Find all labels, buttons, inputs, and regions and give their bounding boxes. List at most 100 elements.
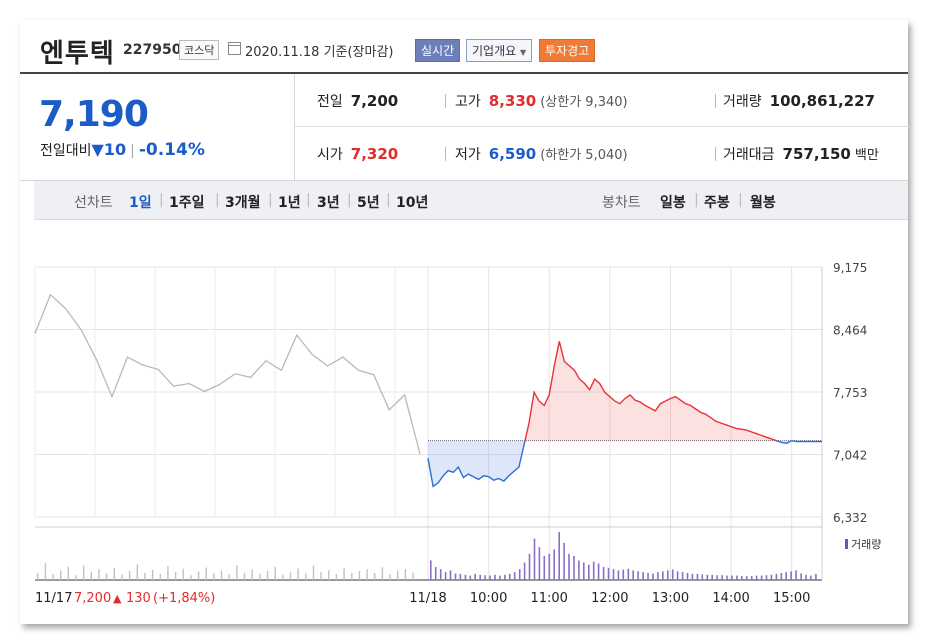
volume-bar-today <box>810 575 812 580</box>
volume-bar-today <box>528 553 531 580</box>
period-3m[interactable]: 3개월 <box>225 195 261 211</box>
volume-bar-today <box>716 575 718 580</box>
low-label: 저가 <box>455 147 481 163</box>
diff-percent: -0.14% <box>138 140 205 160</box>
high-price: 고가 8,330 (상한가 9,340) <box>455 91 628 111</box>
volume-bar-today <box>597 563 600 580</box>
volume-bar-today <box>558 532 560 580</box>
lower-limit: (하한가 5,040) <box>540 148 628 163</box>
volume-bar-prev <box>205 567 207 580</box>
volume-bar-prev <box>297 568 299 580</box>
volume-bar-prev <box>151 569 154 580</box>
volume-bar-today <box>430 560 432 580</box>
company-overview-button[interactable]: 기업개요 ▼ <box>466 39 533 62</box>
x-tick-label: 10:00 <box>470 591 507 606</box>
prev-close: 전일 7,200 <box>317 91 398 111</box>
trade-amount: 거래대금 757,150 백만 <box>723 144 879 164</box>
volume-bar-today <box>513 572 516 580</box>
company-overview-label: 기업개요 <box>472 44 517 58</box>
volume-bar-prev <box>98 569 100 580</box>
volume-bar-today <box>622 569 625 580</box>
volume-bar-today <box>449 570 452 580</box>
high-label: 고가 <box>455 94 481 110</box>
volume-bar-prev <box>397 570 399 580</box>
volume-bar-today <box>745 576 748 580</box>
volume-bar-prev <box>274 566 276 580</box>
period-separator: | <box>738 192 743 208</box>
open-label: 시가 <box>317 147 343 163</box>
realtime-button[interactable]: 실시간 <box>415 39 461 62</box>
volume-bar-prev <box>243 572 246 580</box>
amount-value: 757,150 <box>782 145 851 163</box>
period-separator: | <box>347 192 352 208</box>
volume-bar-today <box>795 570 797 580</box>
volume-bar-today <box>607 567 610 580</box>
y-tick-label: 6,332 <box>833 511 867 525</box>
volume-bar-prev <box>343 568 345 580</box>
volume-bar-today <box>760 575 763 580</box>
volume-legend-swatch <box>845 539 848 549</box>
volume-bar-prev <box>52 574 54 580</box>
volume-bar-prev <box>174 572 177 580</box>
period-separator: | <box>694 192 699 208</box>
volume-bar-prev <box>389 574 391 580</box>
volume: 거래량 100,861,227 <box>723 91 875 111</box>
volume-bar-today <box>563 542 565 580</box>
period-1y[interactable]: 1년 <box>278 195 301 211</box>
candle-monthly[interactable]: 월봉 <box>750 195 776 211</box>
candle-daily[interactable]: 일봉 <box>660 195 686 211</box>
volume-bar-prev <box>320 572 322 580</box>
volume-bar-today <box>504 574 506 580</box>
period-5y[interactable]: 5년 <box>357 195 380 211</box>
period-1d[interactable]: 1일 <box>129 195 152 211</box>
period-10y[interactable]: 10년 <box>396 195 429 211</box>
volume-bar-prev <box>182 568 184 580</box>
price-line-down <box>791 440 822 443</box>
volume-bar-prev <box>197 571 200 580</box>
volume-bar-prev <box>358 571 361 580</box>
open-price: 시가 7,320 <box>317 144 398 164</box>
period-1w[interactable]: 1주일 <box>169 195 205 211</box>
volume-bar-today <box>474 573 476 580</box>
volume-bar-prev <box>121 574 123 580</box>
volume-bar-prev <box>374 573 376 580</box>
volume-bar-prev <box>144 572 146 580</box>
volume-bar-prev <box>305 573 307 580</box>
diff-value: 10 <box>103 140 127 159</box>
volume-bar-today <box>671 569 674 580</box>
volume-bar-today <box>499 575 501 580</box>
down-arrow-icon: ▼ <box>91 140 104 159</box>
prev-day-change-pct: (+1,84%) <box>153 591 215 606</box>
volume-bar-today <box>815 573 817 580</box>
volume-bar-today <box>696 573 699 580</box>
volume-bar-prev <box>351 572 353 580</box>
volume-bar-today <box>736 575 738 580</box>
volume-bar-today <box>602 566 605 580</box>
volume-bar-today <box>750 576 753 580</box>
volume-bar-today <box>642 572 644 580</box>
volume-bar-today <box>681 572 684 580</box>
price-area-below <box>428 440 525 487</box>
volume-bar-today <box>785 572 787 580</box>
investment-warning-button[interactable]: 투자경고 <box>539 39 596 62</box>
volume-bar-today <box>652 573 654 580</box>
volume-bar-today <box>662 571 664 580</box>
volume-bar-today <box>775 573 778 580</box>
candle-weekly[interactable]: 주봉 <box>704 195 730 211</box>
price-line-down <box>427 440 526 488</box>
price-change: 전일대비▼10 | -0.14% <box>40 140 205 160</box>
x-tick-label: 15:00 <box>773 591 810 606</box>
volume-bar-prev <box>113 568 115 580</box>
volume-bar-today <box>489 575 491 580</box>
volume-bar-prev <box>220 570 223 580</box>
market-badge: 코스닥 <box>179 40 220 60</box>
price-line-down <box>776 440 793 445</box>
volume-bar-prev <box>60 570 62 580</box>
price-summary: 7,190 전일대비▼10 | -0.14% 전일 7,200 고가 8,330 (상한가… <box>20 74 909 181</box>
period-3y[interactable]: 3년 <box>317 195 340 211</box>
prev-day-change: 130 <box>126 591 151 606</box>
volume-bar-today <box>538 547 541 580</box>
volume-bar-prev <box>83 565 85 580</box>
y-tick-label: 7,042 <box>833 449 867 463</box>
